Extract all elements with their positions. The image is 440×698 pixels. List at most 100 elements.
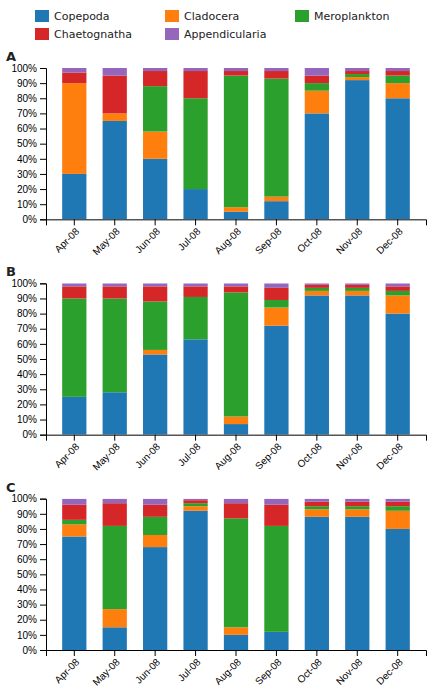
tick: May-08 [90,650,122,688]
bar-segment [305,291,329,296]
tick-mark [40,529,46,530]
tick: Nov-08 [334,219,365,256]
tick-label: 30% [17,169,37,180]
tick-mark [276,219,277,225]
bar-segment [143,71,167,86]
tick-label: Aug-08 [212,656,243,687]
tick-label: 0% [23,429,38,440]
tick-label: 50% [17,354,37,365]
bar-segment [183,500,207,503]
tick-mark [40,420,46,421]
bar-segment [143,286,167,301]
y-axis: 0%10%20%30%40%50%60%70%80%90%100% [11,493,46,655]
tick: 40% [17,154,46,165]
tick-mark [40,344,46,345]
bar-segment [143,86,167,131]
tick-mark [40,129,46,130]
tick: Oct-08 [295,650,324,685]
tick-mark [40,174,46,175]
bar-segment [305,76,329,84]
tick-mark [40,374,46,375]
bar-segment [345,80,369,219]
series [62,285,410,302]
tick-mark [316,435,317,441]
tick-label: 30% [17,599,37,610]
tick-label: Sep-08 [253,441,284,472]
legend-item: Appendicularia [165,28,266,41]
bar-segment [103,503,127,526]
bar-segment [183,68,207,71]
bar-segment [345,506,369,509]
tick: 50% [17,138,46,149]
x-axis: Apr-08May-08Jun-08Jul-08Aug-08Sep-08Oct-… [47,650,427,688]
tick: 100% [11,278,46,289]
tick-label: Aug-08 [212,441,243,472]
tick: 80% [17,93,46,104]
bar-segment [103,113,127,121]
tick-label: 0% [23,645,38,656]
bar-segment [386,68,410,71]
bar-segment [183,286,207,297]
bar-segment [183,499,207,501]
tick-label: May-08 [90,656,122,688]
tick-mark [155,650,156,656]
bar-segment [143,499,167,505]
tick: Sep-08 [253,219,284,256]
bar-segment [305,285,329,288]
bar-segment [224,286,248,292]
series [62,71,410,113]
tick-label: 90% [17,78,37,89]
tick: Nov-08 [334,650,365,687]
tick-mark [40,219,46,220]
bar-segment [224,212,248,220]
bar-segment [62,68,86,73]
bar-segment [62,73,86,84]
tick: 80% [17,524,46,535]
bar-segment [386,291,410,296]
panel: 0%10%20%30%40%50%60%70%80%90%100%Apr-08M… [6,480,427,688]
legend-item: Cladocera [165,10,239,23]
tick: Oct-08 [295,435,324,470]
tick-mark [236,650,237,656]
tick-label: 20% [17,399,37,410]
tick: Jun-08 [133,435,163,471]
bar-segment [345,295,369,434]
bar-segment [386,71,410,76]
tick: 20% [17,614,46,625]
tick-mark [397,219,398,225]
bar-segment [264,300,288,308]
tick-mark [357,435,358,441]
tick: Oct-08 [295,219,324,254]
tick-label: Jun-08 [133,441,163,471]
bar-segment [103,68,127,76]
tick-label: 80% [17,308,37,319]
bar-segment [103,609,127,627]
tick-mark [316,219,317,225]
tick: 30% [17,384,46,395]
bar-segment [62,397,86,435]
tick: Aug-08 [212,435,243,472]
tick-mark [40,314,46,315]
tick-mark [40,574,46,575]
bar-segment [264,283,288,288]
bar-segment [143,132,167,159]
tick: 70% [17,539,46,550]
tick: 10% [17,414,46,425]
tick-label: 20% [17,614,37,625]
tick-label: 50% [17,138,37,149]
tick: 40% [17,369,46,380]
tick-mark [114,219,115,225]
bar-segment [143,301,167,349]
bar-segment [62,520,86,525]
tick-mark [74,435,75,441]
tick-mark [40,283,46,284]
tick-label: Nov-08 [334,441,365,472]
bar-segment [224,424,248,435]
tick: 80% [17,308,46,319]
tick: 20% [17,399,46,410]
bar-segment [62,283,86,286]
legend-label: Copepoda [54,10,110,23]
bar-segment [183,297,207,339]
panel: 0%10%20%30%40%50%60%70%80%90%100%Apr-08M… [6,264,427,472]
tick-mark [155,435,156,441]
